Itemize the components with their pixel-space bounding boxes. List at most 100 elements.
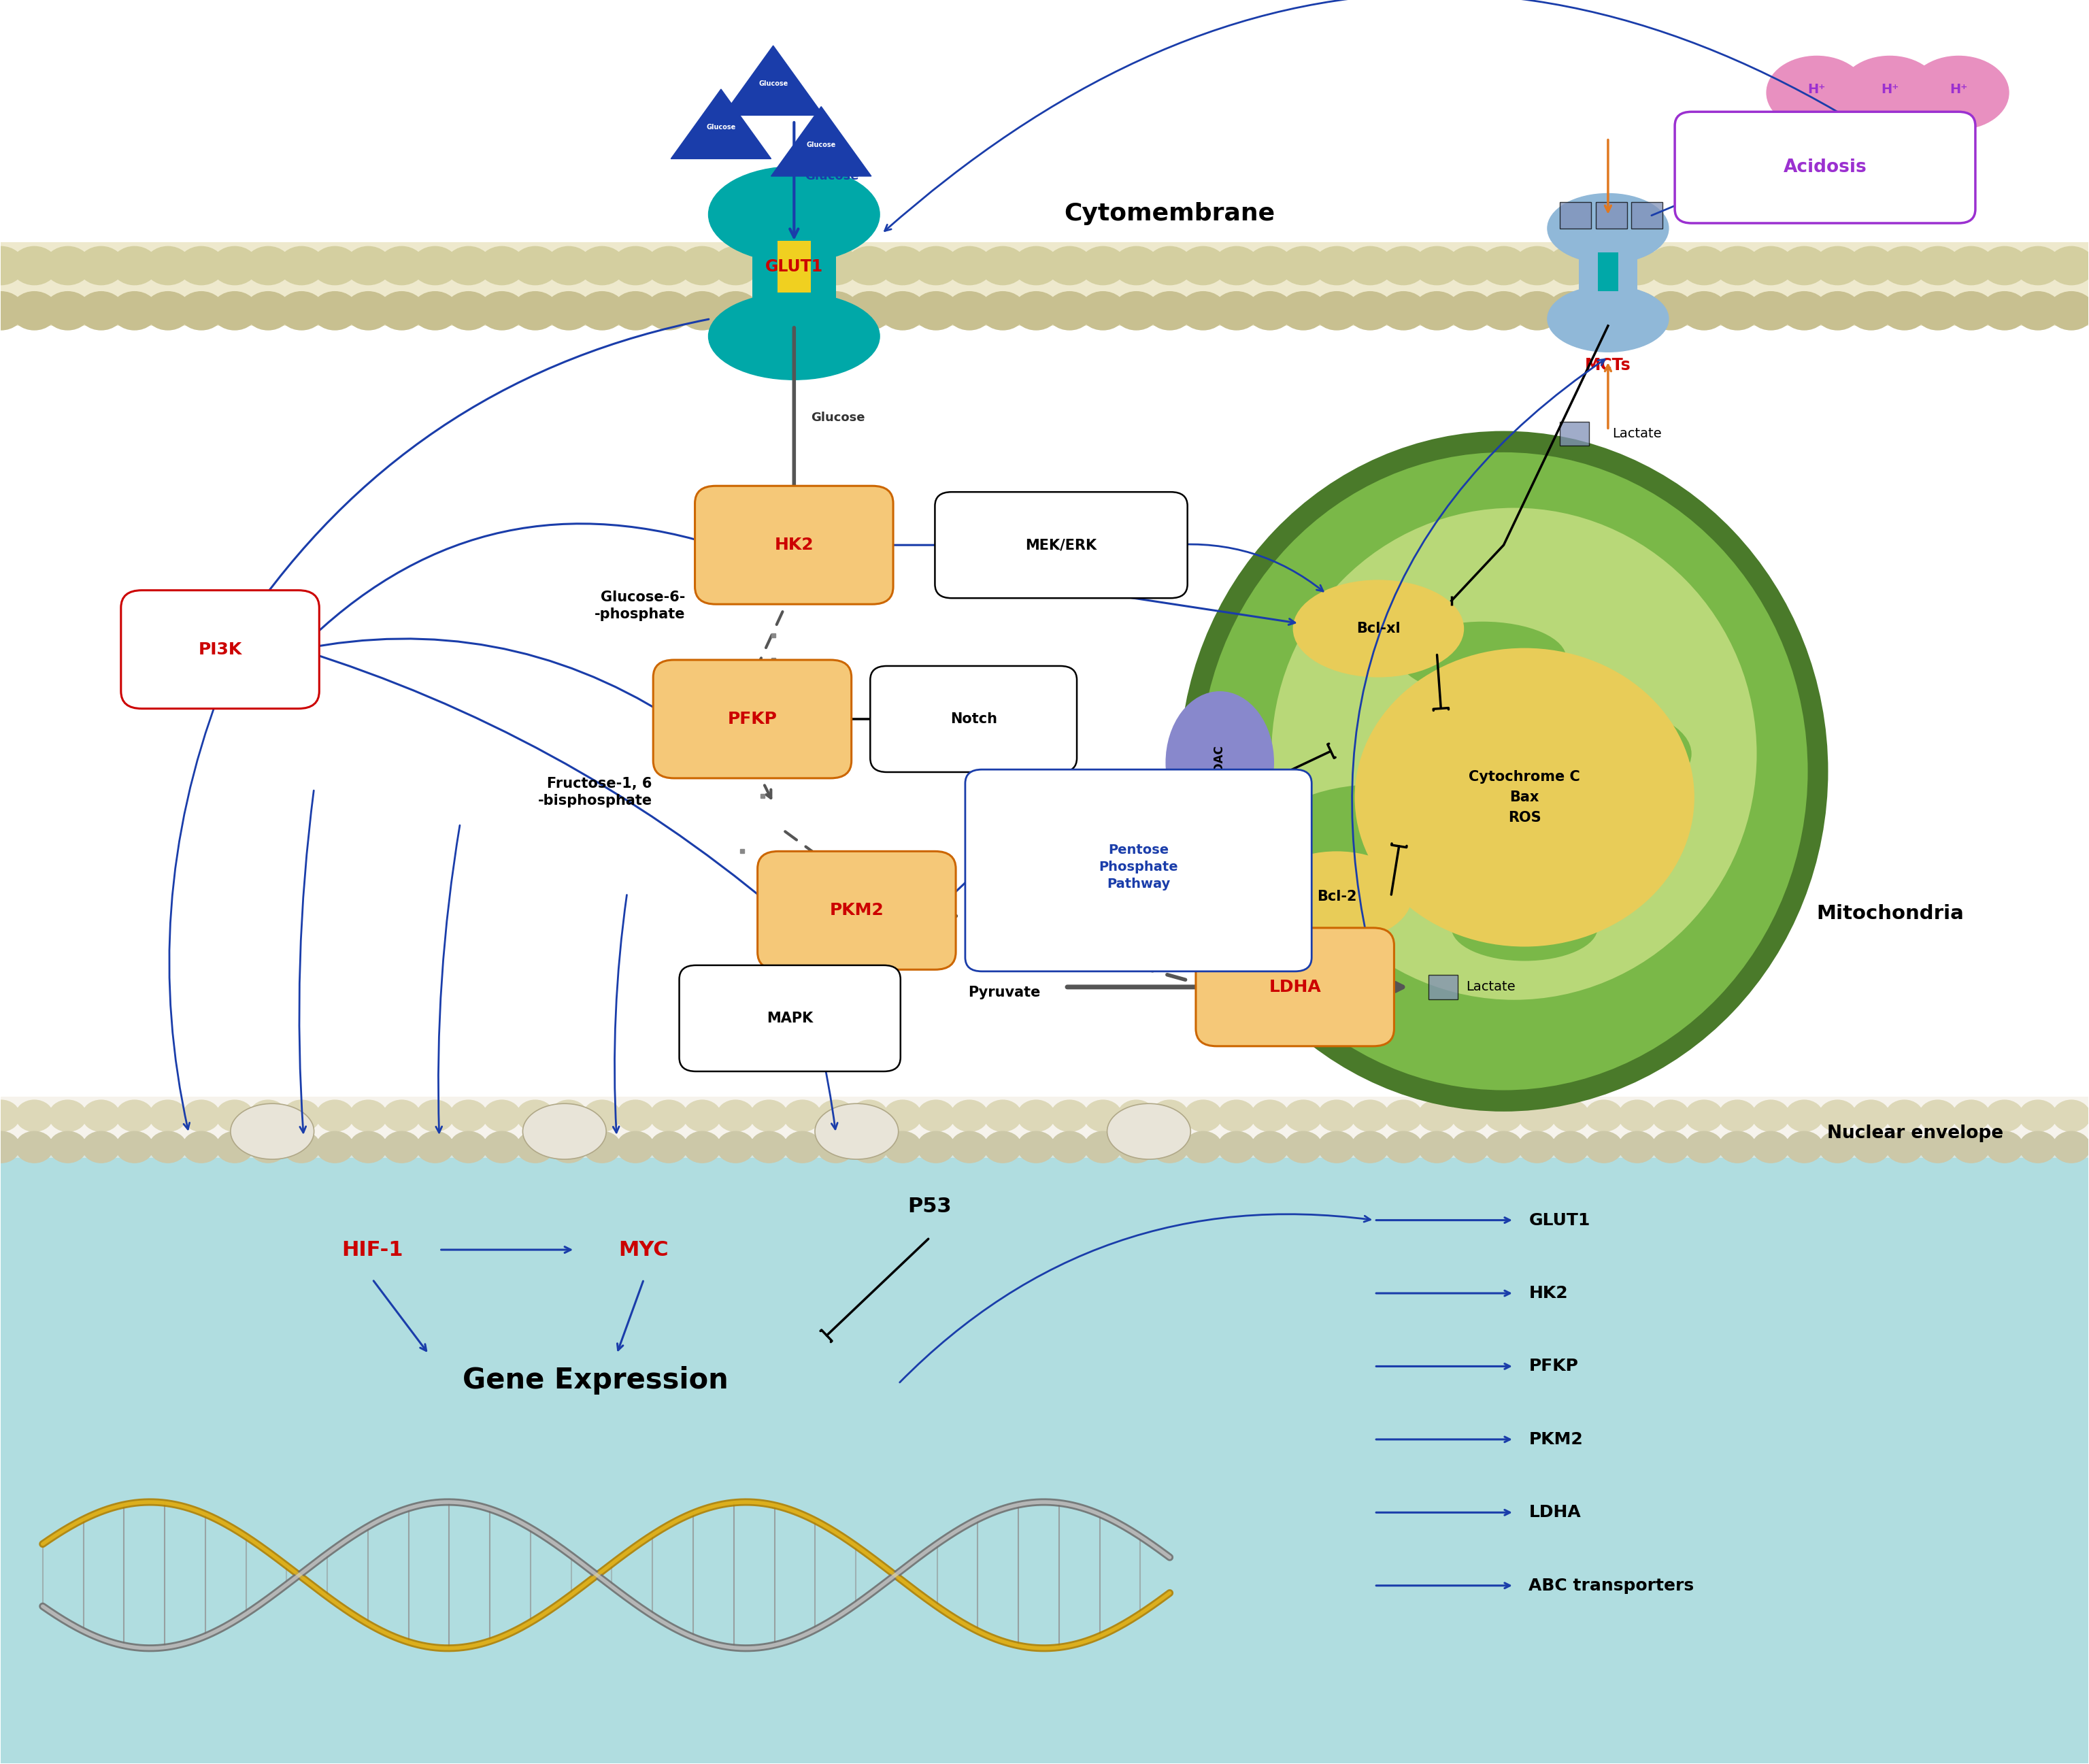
Circle shape (1953, 1131, 1991, 1162)
Circle shape (1017, 1131, 1055, 1162)
Circle shape (44, 247, 90, 284)
Text: MAPK: MAPK (767, 1011, 813, 1025)
Circle shape (779, 247, 825, 284)
Circle shape (148, 1101, 186, 1131)
Circle shape (1381, 247, 1427, 284)
Circle shape (77, 291, 123, 330)
Circle shape (1682, 291, 1728, 330)
Text: ABC transporters: ABC transporters (1529, 1577, 1694, 1593)
Circle shape (378, 291, 424, 330)
Circle shape (750, 1101, 788, 1131)
FancyBboxPatch shape (965, 769, 1312, 972)
Circle shape (884, 1101, 921, 1131)
Circle shape (1519, 1101, 1556, 1131)
Circle shape (1485, 1131, 1523, 1162)
Ellipse shape (1909, 56, 2010, 129)
Ellipse shape (1354, 647, 1694, 947)
Ellipse shape (1272, 508, 1757, 1000)
Circle shape (215, 1101, 253, 1131)
Circle shape (115, 1101, 152, 1131)
Circle shape (1352, 1101, 1389, 1131)
Circle shape (679, 291, 725, 330)
Bar (0, 23, 2089, 1154)
Text: LDHA: LDHA (1529, 1505, 1581, 1521)
Circle shape (10, 291, 56, 330)
Circle shape (1218, 1131, 1255, 1162)
Circle shape (315, 1101, 353, 1131)
Circle shape (1652, 1131, 1690, 1162)
Circle shape (144, 291, 190, 330)
Text: Mitochondria: Mitochondria (1817, 905, 1964, 923)
Circle shape (1113, 247, 1159, 284)
Circle shape (1448, 291, 1494, 330)
Circle shape (950, 1131, 988, 1162)
Circle shape (445, 247, 491, 284)
Circle shape (1151, 1131, 1189, 1162)
Circle shape (946, 291, 992, 330)
Circle shape (382, 1101, 420, 1131)
Text: Bcl-xl: Bcl-xl (1356, 621, 1400, 635)
Circle shape (111, 291, 157, 330)
Circle shape (1214, 247, 1260, 284)
Text: PKM2: PKM2 (829, 901, 884, 919)
Ellipse shape (1400, 621, 1567, 695)
Circle shape (144, 247, 190, 284)
Circle shape (913, 247, 959, 284)
Circle shape (545, 291, 591, 330)
Circle shape (1285, 1101, 1322, 1131)
Circle shape (884, 1131, 921, 1162)
Circle shape (616, 1131, 654, 1162)
Circle shape (412, 291, 457, 330)
Circle shape (1418, 1131, 1456, 1162)
Text: Pyruvate: Pyruvate (967, 986, 1040, 998)
FancyBboxPatch shape (758, 852, 957, 970)
Circle shape (1882, 291, 1928, 330)
Ellipse shape (1264, 785, 1494, 898)
Circle shape (917, 1131, 955, 1162)
Circle shape (1548, 291, 1594, 330)
Circle shape (1849, 291, 1895, 330)
Circle shape (311, 291, 357, 330)
Text: Glucose: Glucose (811, 413, 865, 423)
Circle shape (249, 1101, 286, 1131)
Circle shape (77, 247, 123, 284)
Ellipse shape (815, 1104, 898, 1159)
FancyBboxPatch shape (654, 660, 852, 778)
Circle shape (2053, 1101, 2089, 1131)
Text: Glucose: Glucose (804, 169, 859, 182)
Circle shape (1849, 247, 1895, 284)
Circle shape (1448, 247, 1494, 284)
Circle shape (512, 291, 558, 330)
Text: Nuclear envelope: Nuclear envelope (1828, 1124, 2003, 1141)
Circle shape (1648, 247, 1694, 284)
Bar (1579, 228, 1638, 312)
Circle shape (1118, 1101, 1155, 1131)
Circle shape (416, 1131, 453, 1162)
Circle shape (512, 247, 558, 284)
Circle shape (579, 291, 625, 330)
Circle shape (0, 1101, 19, 1131)
Circle shape (1519, 1131, 1556, 1162)
Circle shape (1748, 247, 1794, 284)
Circle shape (1414, 291, 1460, 330)
Circle shape (44, 291, 90, 330)
Circle shape (249, 1131, 286, 1162)
Circle shape (449, 1101, 487, 1131)
Circle shape (1615, 291, 1661, 330)
Ellipse shape (1504, 706, 1692, 801)
Circle shape (1151, 1101, 1189, 1131)
Circle shape (1916, 291, 1962, 330)
Circle shape (783, 1101, 821, 1131)
Circle shape (1047, 247, 1093, 284)
Circle shape (1987, 1131, 2024, 1162)
Ellipse shape (1548, 286, 1669, 351)
Circle shape (1552, 1131, 1590, 1162)
Circle shape (478, 247, 524, 284)
Circle shape (1715, 291, 1761, 330)
Circle shape (646, 247, 691, 284)
Circle shape (1753, 1131, 1790, 1162)
Text: H⁺: H⁺ (1807, 83, 1826, 95)
Circle shape (311, 247, 357, 284)
Text: Glucose: Glucose (706, 123, 735, 131)
Circle shape (1786, 1101, 1824, 1131)
